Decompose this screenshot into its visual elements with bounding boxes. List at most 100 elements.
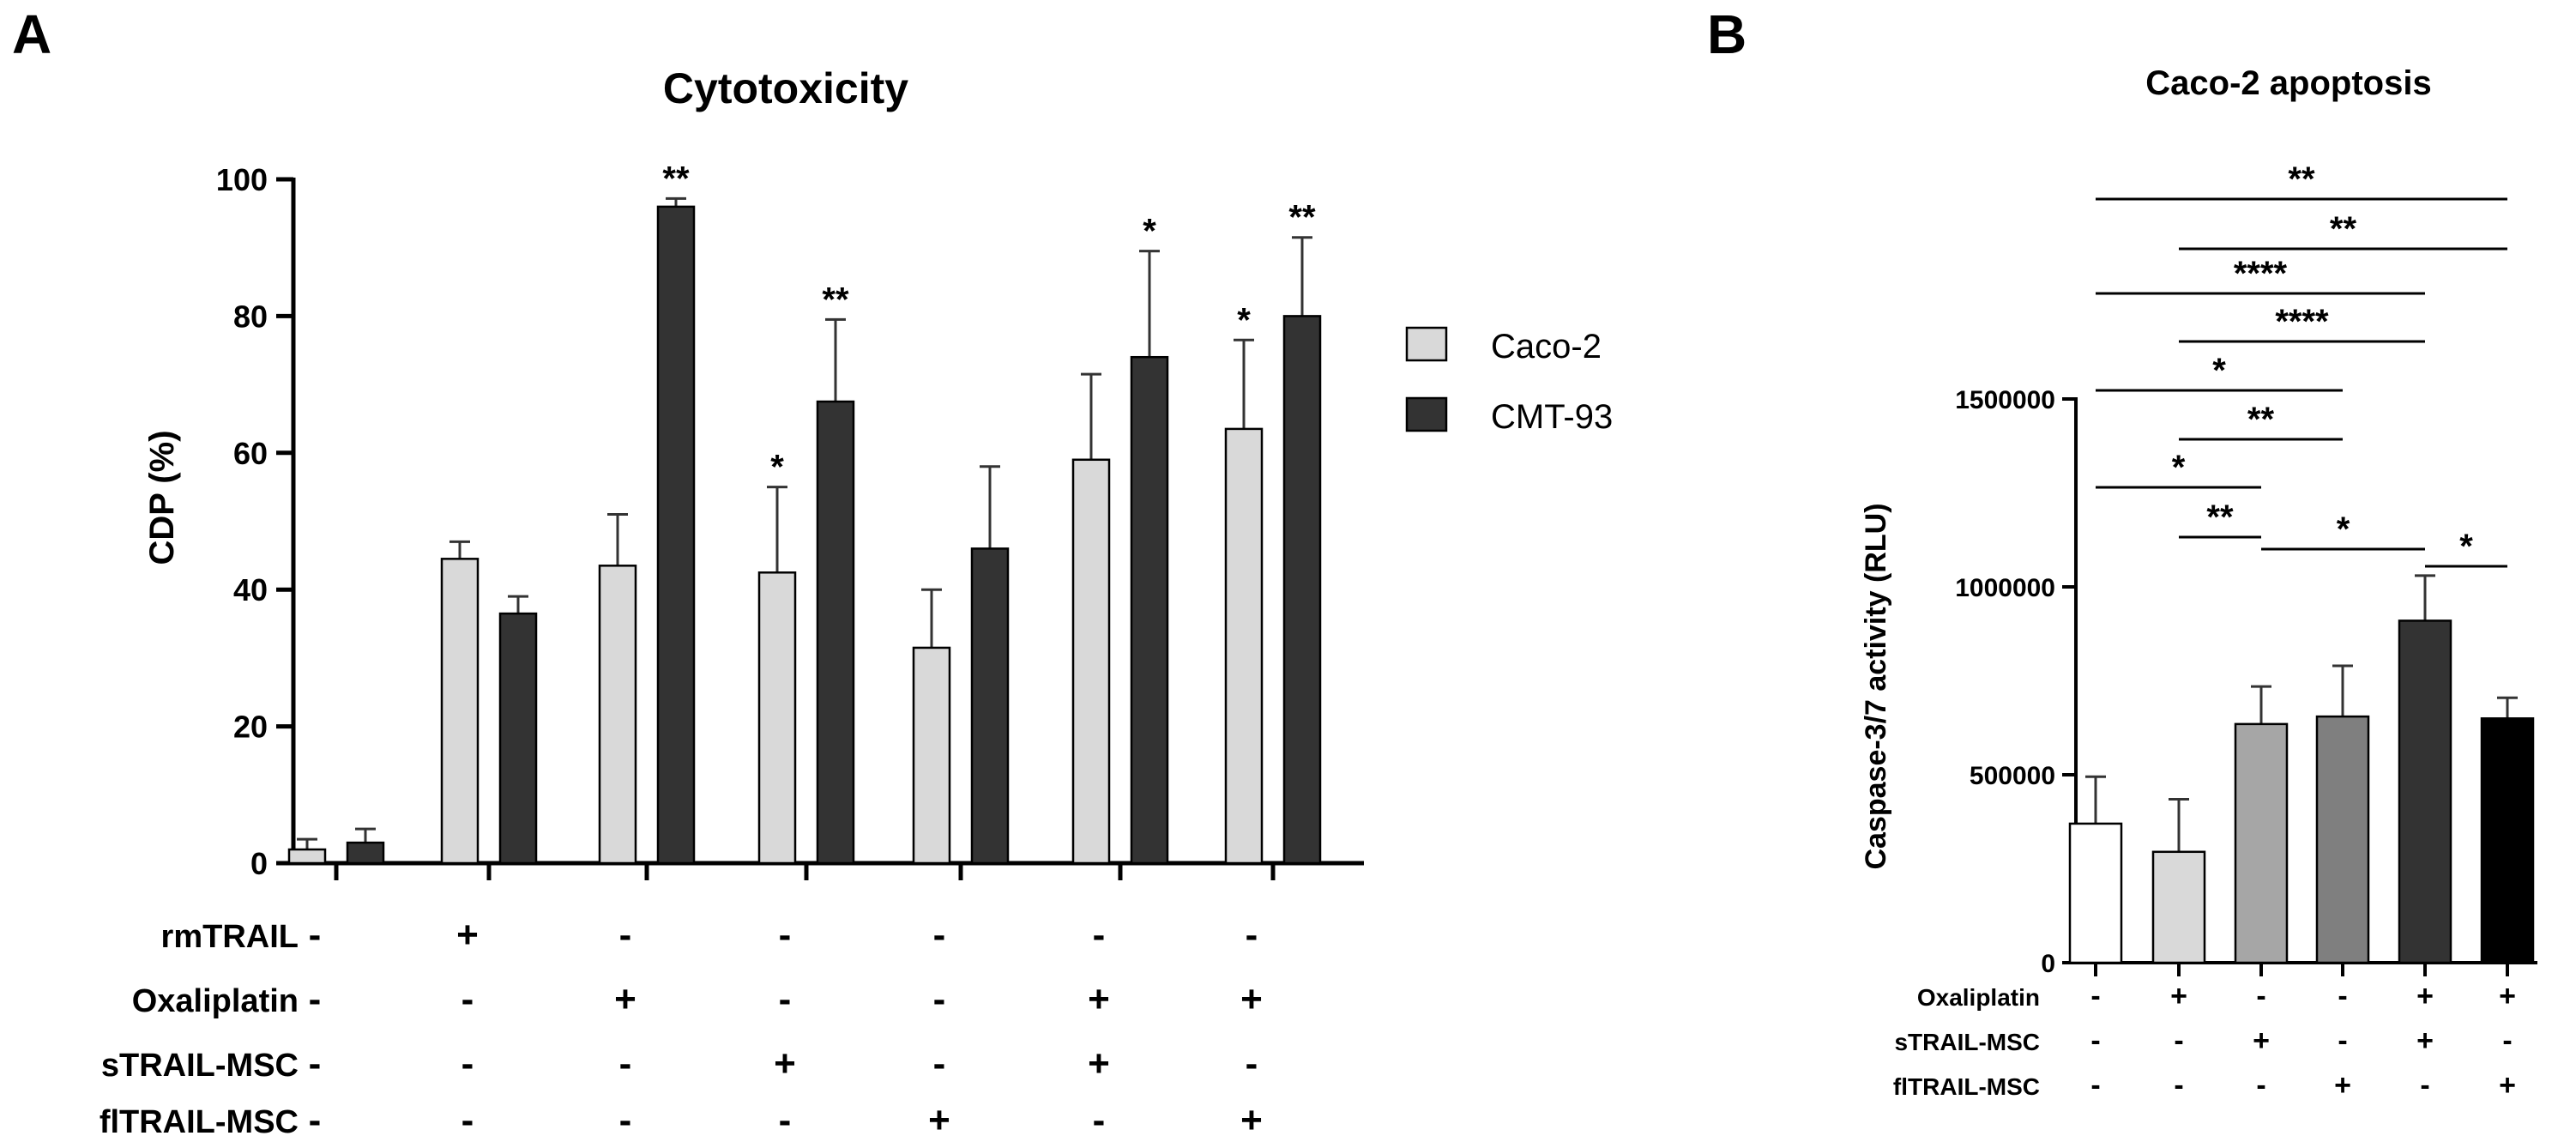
panel-a-ylabel: CDP (%) [143, 430, 181, 565]
bar-caco2 [598, 565, 637, 865]
treatment-sign: - [933, 1042, 946, 1085]
panel-b-ylabel: Caspase-3/7 activity (RLU) [1860, 503, 1892, 869]
treatment-sign: + [2253, 1024, 2270, 1057]
comparison-label: ** [2206, 498, 2234, 536]
panel-b-y-tick-label: 0 [2041, 950, 2055, 978]
treatment-sign: - [309, 914, 322, 956]
comparison-label: ** [2288, 160, 2315, 198]
treatment-sign: - [1093, 1099, 1106, 1138]
treatment-sign: - [2090, 980, 2100, 1012]
bar-caco2-apoptosis [2068, 822, 2123, 964]
treatment-sign: + [1240, 978, 1263, 1020]
treatment-sign: - [2090, 1024, 2100, 1057]
treatment-sign: - [933, 914, 946, 956]
treatment-sign: - [2174, 1069, 2183, 1102]
significance-label: ** [662, 160, 690, 197]
panel-a-y-tick-label: 100 [216, 162, 268, 197]
bar-cmt93 [816, 400, 855, 865]
treatment-row-label: Oxaliplatin [132, 983, 299, 1019]
bar-cmt93 [1130, 355, 1169, 865]
bar-caco2-apoptosis [2234, 722, 2289, 964]
treatment-row-label: sTRAIL-MSC [1894, 1029, 2040, 1055]
treatment-sign: + [2416, 980, 2434, 1012]
panel-a-y-tick-label: 80 [233, 299, 268, 334]
bar-cmt93 [970, 547, 1010, 865]
treatment-sign: + [774, 1042, 796, 1085]
treatment-sign: - [2174, 1024, 2183, 1057]
treatment-sign: - [2338, 1024, 2347, 1057]
treatment-sign: - [779, 978, 792, 1020]
bar-caco2-apoptosis [2398, 619, 2452, 964]
treatment-sign: - [462, 978, 474, 1020]
treatment-sign: - [2420, 1069, 2429, 1102]
treatment-sign: + [456, 914, 479, 956]
treatment-sign: - [2090, 1069, 2100, 1102]
comparison-label: **** [2234, 255, 2288, 293]
treatment-row-label: sTRAIL-MSC [101, 1048, 299, 1084]
bar-caco2 [757, 571, 797, 865]
panel-a-letter: A [12, 3, 51, 65]
treatment-sign: - [1093, 914, 1106, 956]
bar-caco2-apoptosis [2151, 850, 2206, 964]
bar-caco2 [287, 848, 327, 865]
bar-caco2 [1224, 427, 1264, 865]
panel-b-y-tick-label: 1000000 [1955, 574, 2055, 602]
treatment-sign: + [614, 978, 636, 1020]
comparison-label: **** [2275, 303, 2329, 341]
panel-a-y-tick-label: 0 [250, 846, 268, 881]
treatment-sign: - [619, 1042, 632, 1085]
bar-cmt93 [656, 205, 696, 865]
treatment-sign: + [2499, 980, 2516, 1012]
treatment-sign: - [462, 1099, 474, 1138]
bar-caco2 [912, 646, 951, 865]
bar-caco2 [1071, 458, 1111, 865]
significance-label: ** [1288, 199, 1316, 237]
treatment-sign: - [309, 978, 322, 1020]
treatment-sign: - [2256, 980, 2265, 1012]
bar-caco2 [440, 558, 480, 865]
bar-cmt93 [498, 612, 538, 865]
treatment-row-label: Oxaliplatin [1917, 984, 2040, 1011]
treatment-sign: + [2334, 1069, 2351, 1102]
treatment-sign: + [928, 1099, 950, 1138]
treatment-row-label: flTRAIL-MSC [100, 1104, 299, 1138]
treatment-sign: + [1088, 978, 1110, 1020]
treatment-sign: - [619, 914, 632, 956]
panel-b-y-tick-label: 500000 [1970, 762, 2055, 790]
treatment-sign: - [1246, 1042, 1258, 1085]
comparison-label: ** [2247, 401, 2275, 438]
comparison-label: ** [2330, 210, 2357, 248]
bar-cmt93 [346, 841, 385, 865]
significance-label: * [1237, 301, 1251, 339]
treatment-sign: - [779, 1099, 792, 1138]
treatment-sign: - [309, 1099, 322, 1138]
panel-b-letter: B [1707, 3, 1746, 65]
legend-swatch-cmt93 [1405, 396, 1448, 432]
panel-a-y-tick-label: 40 [233, 572, 268, 607]
legend-swatch-caco2 [1405, 326, 1448, 362]
treatment-sign: + [1240, 1099, 1263, 1138]
significance-label: * [770, 449, 784, 486]
bar-caco2-apoptosis [2480, 717, 2535, 964]
comparison-label: * [2212, 352, 2226, 390]
legend-label-caco2: Caco-2 [1491, 328, 1602, 366]
significance-label: ** [822, 281, 849, 318]
comparison-label: * [2337, 511, 2350, 548]
treatment-sign: + [1088, 1042, 1110, 1085]
panel-a-y-tick-label: 20 [233, 710, 268, 745]
treatment-sign: - [933, 978, 946, 1020]
treatment-sign: + [2499, 1069, 2516, 1102]
treatment-sign: - [309, 1042, 322, 1085]
panel-a-title: Cytotoxicity [663, 64, 908, 112]
treatment-sign: - [619, 1099, 632, 1138]
treatment-sign: - [2502, 1024, 2512, 1057]
treatment-sign: - [2338, 980, 2347, 1012]
treatment-row-label: rmTRAIL [161, 919, 299, 955]
comparison-label: * [2459, 528, 2473, 565]
treatment-row-label: flTRAIL-MSC [1893, 1073, 2040, 1100]
treatment-sign: - [1246, 914, 1258, 956]
bar-cmt93 [1282, 315, 1322, 865]
panel-a-y-tick-label: 60 [233, 436, 268, 471]
